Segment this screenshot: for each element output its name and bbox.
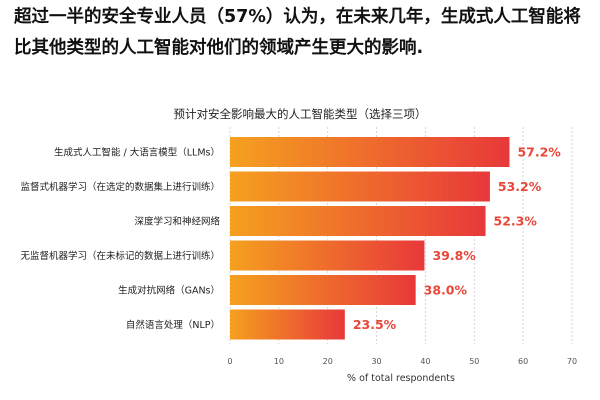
chart-title: 预计对安全影响最大的人工智能类型（选择三项）: [173, 107, 427, 121]
bar: [230, 309, 345, 340]
x-axis-title: % of total respondents: [347, 373, 455, 384]
x-tick-label: 40: [420, 357, 430, 366]
x-axis-ticks: 0 10 20 30 40 50 60 70: [227, 357, 577, 366]
x-tick-label: 0: [227, 357, 232, 366]
x-tick-label: 10: [274, 357, 284, 366]
x-tick-label: 50: [469, 357, 479, 366]
bar: [230, 137, 510, 167]
headline: 超过一半的安全专业人员（57%）认为，在未来几年，生成式人工智能将比其他类型的人…: [14, 7, 581, 58]
bars: [230, 137, 510, 340]
value-label: 38.0%: [424, 283, 468, 298]
x-tick-label: 20: [323, 357, 333, 366]
value-label: 53.2%: [498, 179, 542, 194]
category-label: 无监督机器学习（在未标记的数据上进行训练）: [20, 250, 220, 262]
labels: 生成式人工智能 / 大语言模型（LLMs） 57.2% 监督式机器学习（在选定的数据…: [20, 145, 561, 333]
category-label: 深度学习和神经网络: [134, 216, 220, 228]
value-label: 52.3%: [494, 214, 538, 229]
bar: [230, 171, 490, 202]
value-label: 57.2%: [517, 145, 561, 160]
bar: [230, 206, 486, 236]
value-label: 39.8%: [432, 248, 476, 263]
value-label: 23.5%: [353, 317, 397, 332]
category-label: 监督式机器学习（在选定的数据集上进行训练）: [20, 181, 220, 193]
bar: [230, 275, 416, 305]
category-label: 自然语言处理（NLP）: [126, 319, 220, 331]
x-tick-label: 60: [518, 357, 528, 366]
bar: [230, 240, 425, 271]
category-label: 生成对抗网络（GANs）: [118, 285, 220, 297]
x-tick-label: 70: [567, 357, 577, 366]
x-tick-label: 30: [371, 357, 381, 366]
category-label: 生成式人工智能 / 大语言模型（LLMs）: [54, 147, 220, 159]
